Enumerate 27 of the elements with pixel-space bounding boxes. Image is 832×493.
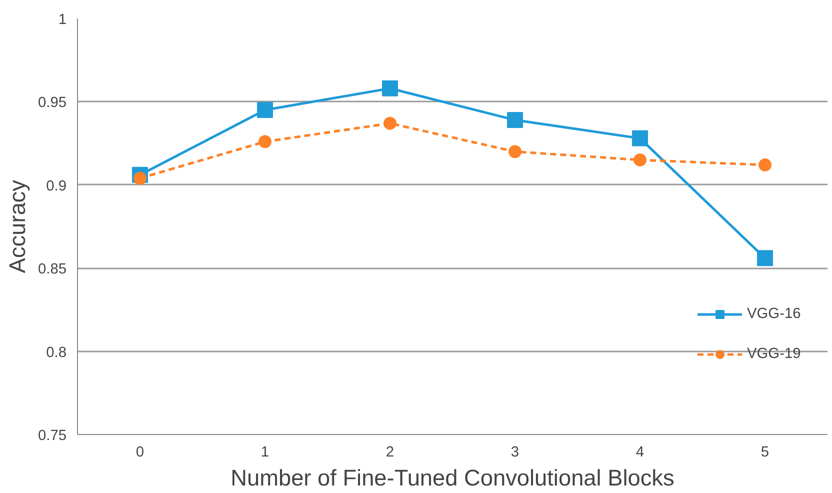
point [384,116,396,130]
x-tick-label: 1 [260,444,270,460]
x-tick-label: 2 [386,444,394,460]
point [632,130,648,146]
point [258,135,272,148]
point [758,158,772,172]
y-tick-label: 0.8 [46,344,66,361]
legend-label: VGG-19 [747,346,801,362]
point [507,112,523,128]
y-tick-label: 0.85 [38,262,67,278]
point [634,153,646,166]
legend-label: VGG-16 [747,306,801,322]
point [757,250,773,266]
x-tick-label: 3 [510,444,520,460]
y-axis-title: Accuracy [4,179,30,274]
x-tick-label: 5 [760,444,770,460]
point [508,145,522,158]
x-tick-label: 4 [636,444,644,460]
point [382,80,398,96]
x-axis-title: Number of Fine-Tuned Convolutional Blocks [230,464,674,490]
y-tick-label: 0.95 [38,95,67,112]
x-tick-label: 0 [136,444,144,460]
y-tick-label: 0.9 [46,178,66,194]
point [134,172,146,185]
y-tick-label: 0.75 [38,428,67,444]
point [257,102,273,118]
y-tick-label: 1 [58,12,67,28]
